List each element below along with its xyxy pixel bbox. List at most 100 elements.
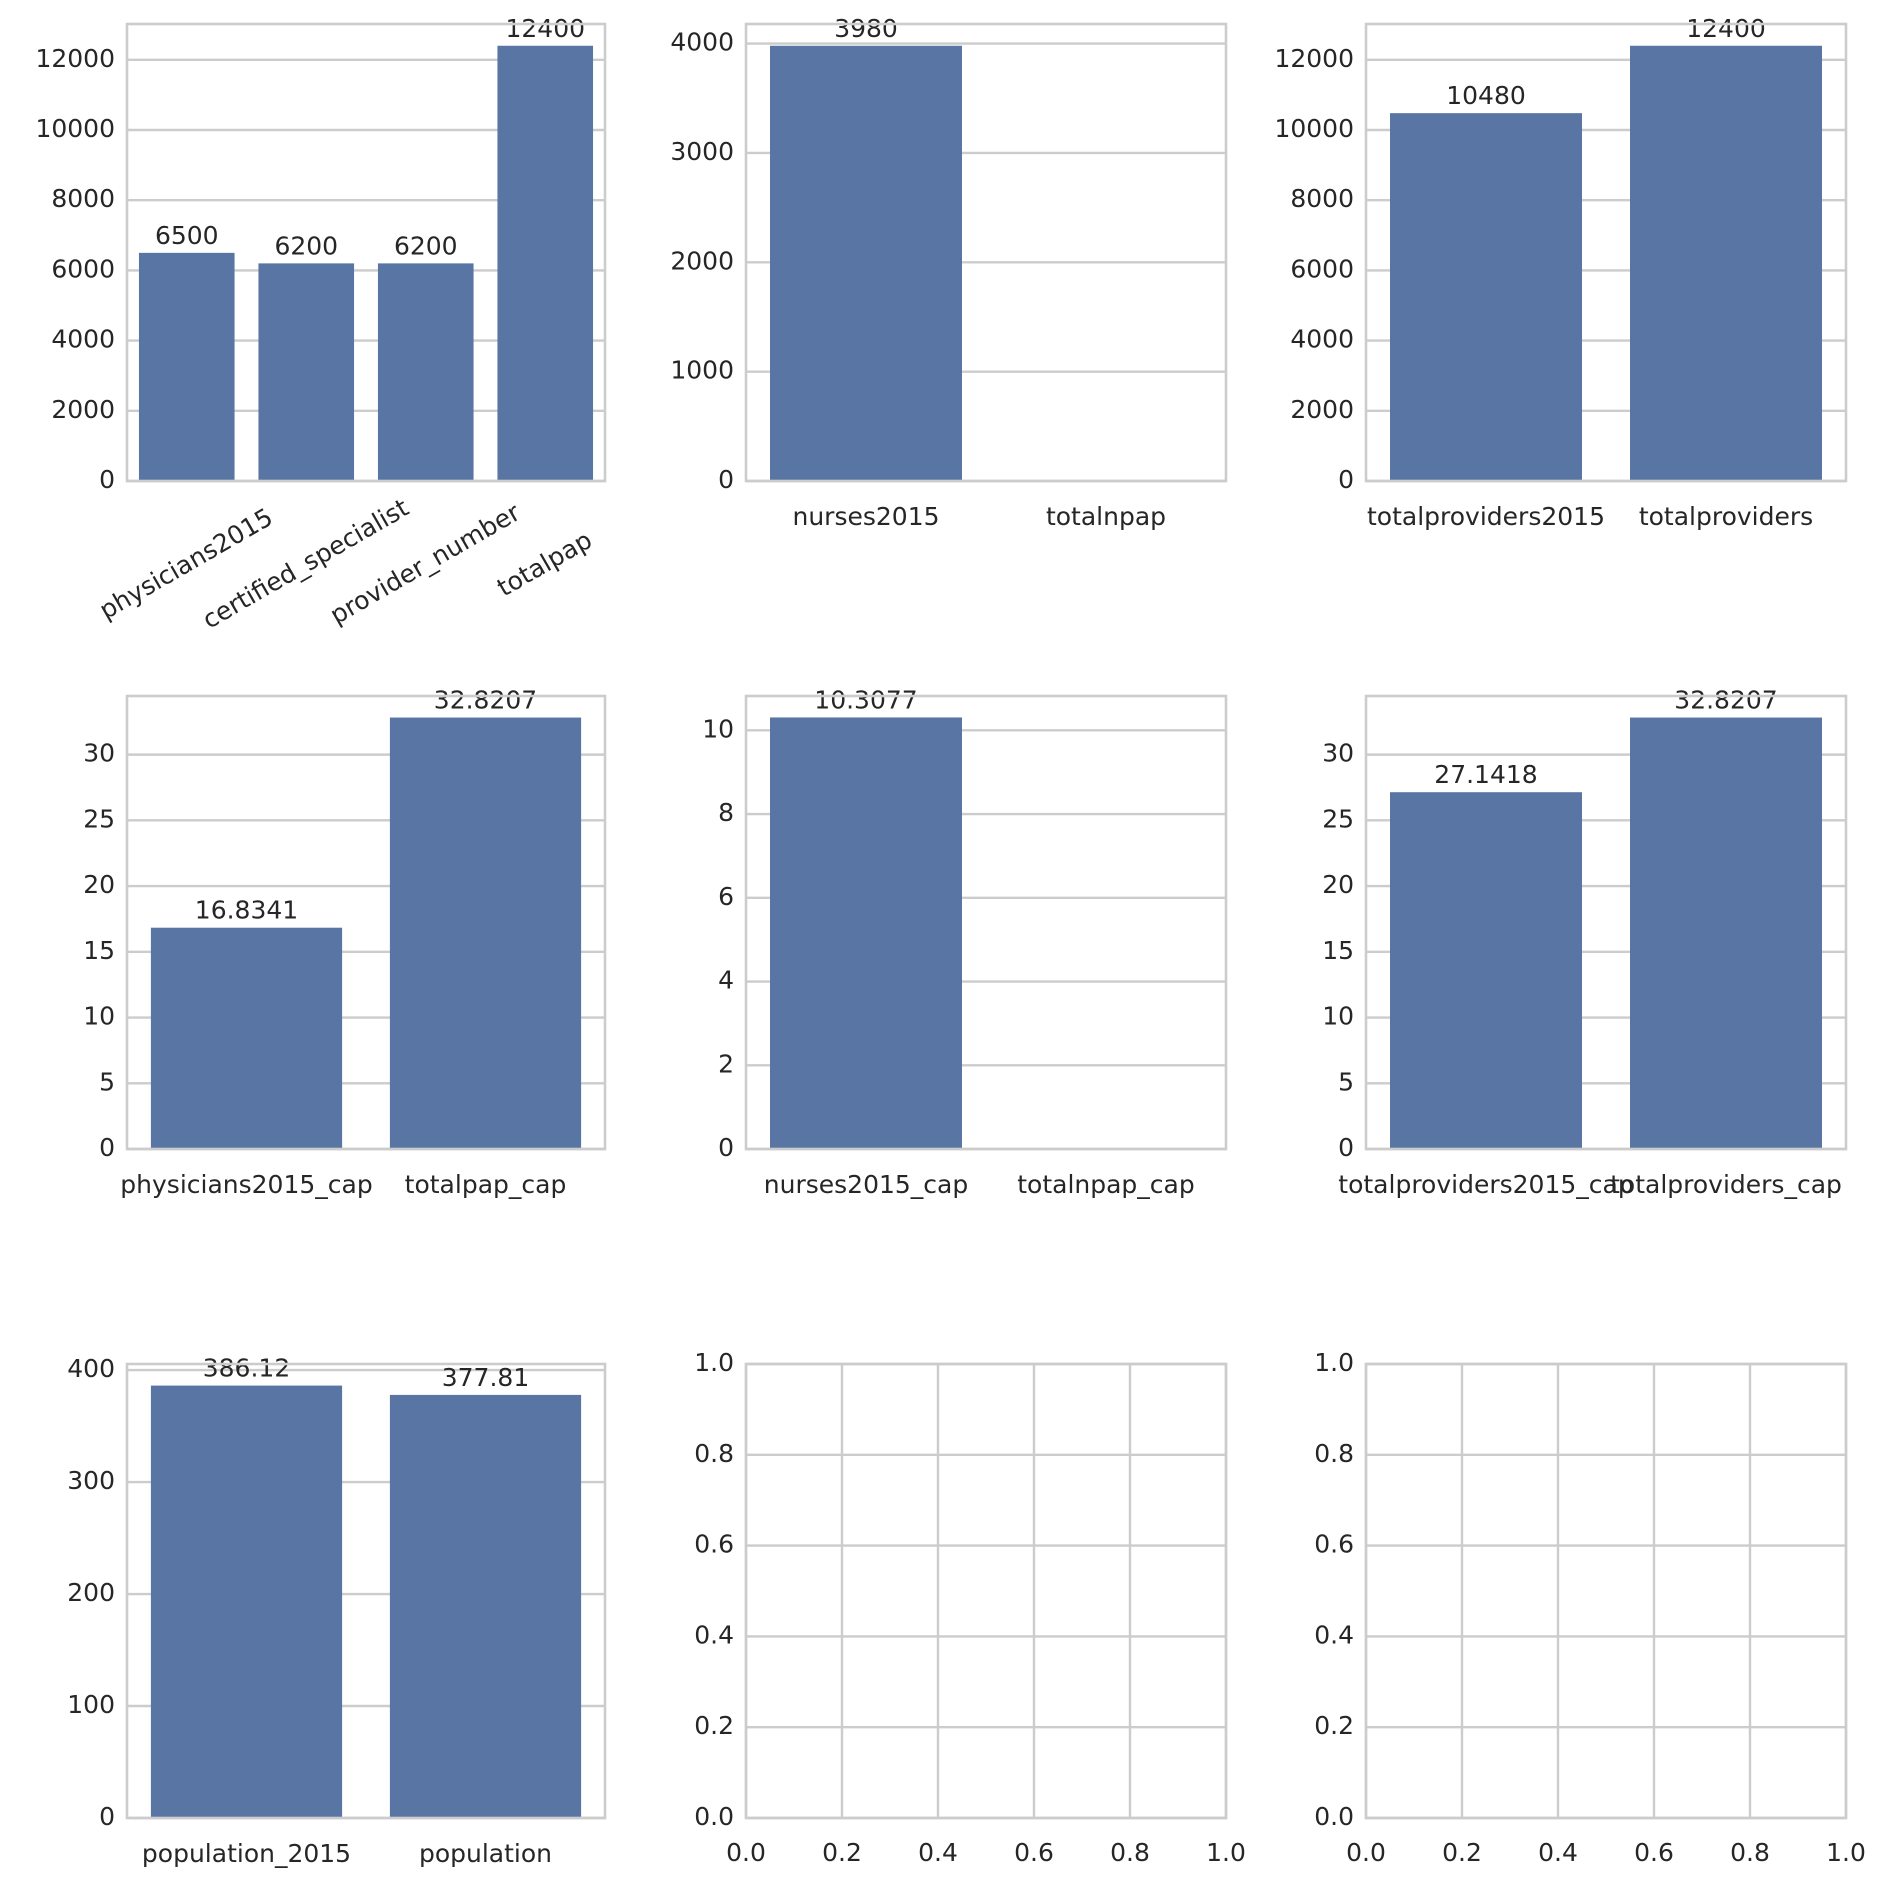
subplot: 0.0 0.2 0.4 0.6 0.8 1.0 0.0 0.2 0.4 0.6 0.8 1.0 [1314,1348,1866,1867]
y-tick-label: 5 [99,1067,115,1096]
subplot: 0 1000 2000 3000 4000 nurses2015 3980 totalnpap [670,14,1228,531]
y-tick-label: 4000 [51,325,115,354]
y-tick-label: 10 [83,1002,115,1031]
y-tick-label: 0.4 [1314,1620,1354,1649]
axes-frame [1364,1362,1848,1820]
y-tick-label: 0 [718,465,734,494]
y-tick-label: 15 [1322,936,1354,965]
axes-frame [1364,694,1848,1151]
x-tick-label: population [419,1839,552,1868]
x-tick-label: 1.0 [1206,1838,1246,1867]
x-tick-label: totalpap [492,525,597,602]
data-label: 3980 [834,14,898,43]
subplot: 0 5 10 15 20 25 30 totalproviders2015_cap 27.141… [1322,686,1848,1199]
bar [770,45,962,482]
data-label: 32.8207 [434,686,537,715]
x-tick-label: nurses2015 [792,502,939,531]
bar [389,717,582,1149]
x-tick-label: 1.0 [1826,1838,1866,1867]
y-tick-label: 10000 [35,114,115,143]
y-tick-label: 0 [99,1133,115,1162]
axes-frame [744,1362,1228,1820]
bar [770,717,962,1149]
x-tick-label: provider_number [325,497,526,630]
y-tick-label: 2 [718,1049,734,1078]
y-tick-label: 200 [67,1578,115,1607]
x-tick-label: physicians2015_cap [120,1170,372,1199]
y-tick-label: 0.0 [694,1802,734,1831]
y-tick-label: 0.2 [694,1711,734,1740]
y-tick-label: 0 [1338,465,1354,494]
y-tick-label: 2000 [1290,395,1354,424]
y-tick-label: 30 [1322,739,1354,768]
y-tick-label: 0.0 [1314,1802,1354,1831]
x-tick-label: totalproviders_cap [1610,1170,1842,1199]
x-tick-label: totalnpap_cap [1017,1170,1195,1199]
x-tick-label: 0.4 [1538,1838,1578,1867]
x-tick-label: 0.4 [918,1838,958,1867]
bar [150,1385,343,1818]
y-tick-label: 10 [702,714,734,743]
bar [389,1394,582,1818]
y-tick-label: 8000 [1290,184,1354,213]
y-tick-label: 4000 [1290,325,1354,354]
data-label: 10480 [1446,81,1526,110]
axes-frame [1364,22,1848,483]
x-tick-label: totalproviders2015 [1367,502,1605,531]
axes-frame [744,22,1228,483]
bar [1630,717,1822,1149]
data-label: 10.3077 [814,685,917,714]
bar [138,252,235,481]
y-tick-label: 30 [83,739,115,768]
bar [1630,45,1822,482]
y-tick-label: 100 [67,1690,115,1719]
y-tick-label: 6000 [51,254,115,283]
axes-frame [125,1362,607,1820]
y-tick-label: 10 [1322,1002,1354,1031]
bar [1390,113,1582,481]
x-tick-label: totalproviders2015_cap [1338,1170,1633,1199]
y-tick-label: 0 [1338,1133,1354,1162]
y-tick-label: 15 [83,936,115,965]
y-tick-label: 20 [83,870,115,899]
axes-frame [125,22,607,483]
y-tick-label: 0.8 [1314,1439,1354,1468]
bar [150,927,343,1149]
x-tick-label: 0.6 [1634,1838,1674,1867]
data-label: 12400 [1686,14,1766,43]
axes-frame [744,694,1228,1151]
y-tick-label: 0.6 [694,1530,734,1559]
y-tick-label: 25 [83,804,115,833]
data-label: 377.81 [442,1363,529,1392]
y-tick-label: 300 [67,1466,115,1495]
y-tick-label: 5 [1338,1067,1354,1096]
data-label: 27.1418 [1434,760,1537,789]
y-tick-label: 400 [67,1354,115,1383]
y-tick-label: 0 [99,1802,115,1831]
y-tick-label: 12000 [35,44,115,73]
y-tick-label: 1.0 [1314,1348,1354,1377]
y-tick-label: 3000 [670,137,734,166]
y-tick-label: 25 [1322,804,1354,833]
subplot: 0 5 10 15 20 25 30 physicians2015_cap 16.8341 tot… [83,686,607,1199]
y-tick-label: 10000 [1274,114,1354,143]
x-tick-label: 0.8 [1730,1838,1770,1867]
data-label: 16.8341 [195,896,298,925]
x-tick-label: 0.2 [822,1838,862,1867]
data-label: 6200 [274,231,338,260]
y-tick-label: 2000 [670,246,734,275]
axes-frame [125,694,607,1151]
x-tick-label: totalproviders [1639,502,1813,531]
data-label: 386.12 [203,1354,290,1383]
x-tick-label: 0.0 [1346,1838,1386,1867]
bar [497,45,594,482]
x-tick-label: 0.0 [726,1838,766,1867]
y-tick-label: 0 [718,1133,734,1162]
y-tick-label: 12000 [1274,44,1354,73]
subplot: 0 2 4 6 8 10 nurses2015_cap 10.3077 totalnpap_ca… [702,685,1228,1199]
y-tick-label: 2000 [51,395,115,424]
x-tick-label: 0.8 [1110,1838,1150,1867]
data-label: 32.8207 [1674,686,1777,715]
y-tick-label: 4 [718,966,734,995]
